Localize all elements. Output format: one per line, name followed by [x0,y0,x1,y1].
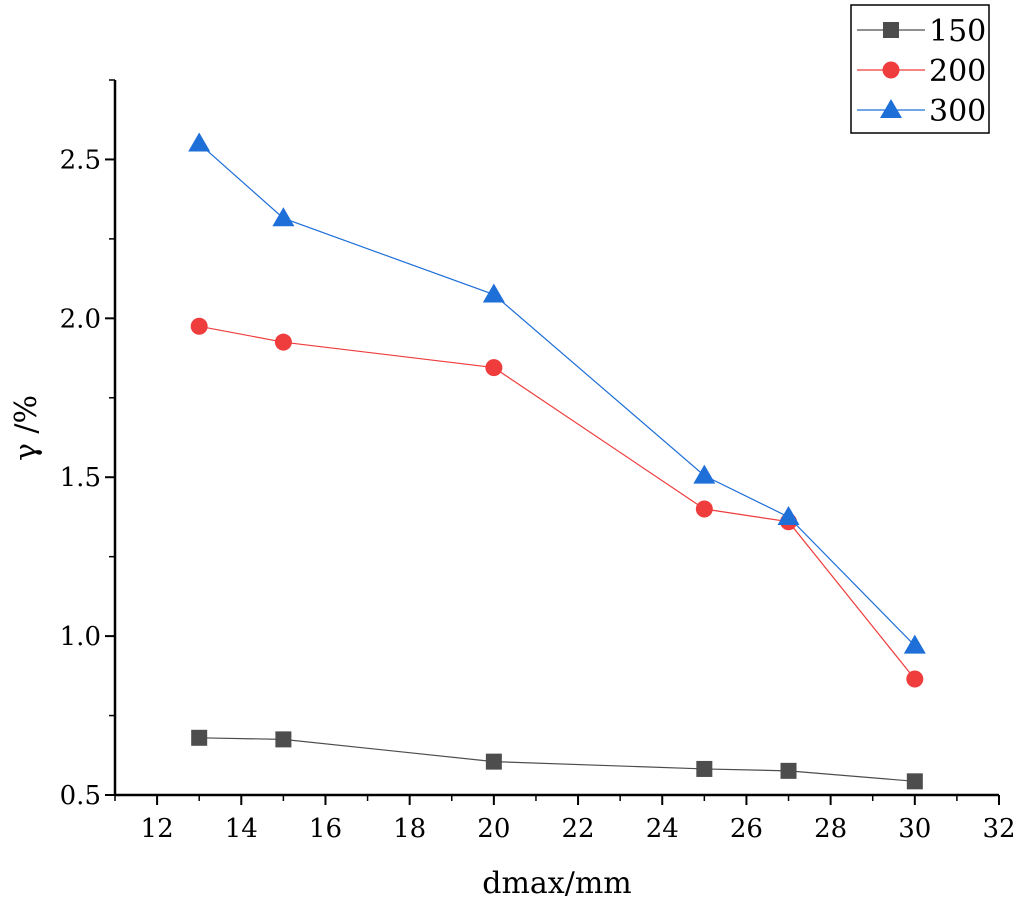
x-tick-label: 30 [898,814,931,844]
data-point-200 [274,333,292,351]
legend-item-200: 200 [857,54,986,89]
y-tick-label: 1.5 [60,463,101,493]
legend-label: 150 [929,14,986,49]
data-point-150 [275,731,292,748]
data-point-200 [190,317,208,335]
legend-marker [883,22,899,38]
x-tick-label: 26 [730,814,763,844]
y-tick-label: 1.0 [60,622,101,652]
data-point-200 [695,500,713,518]
legend-box [850,4,990,134]
legend-label: 300 [929,94,986,129]
series-300 [188,132,926,654]
series-150 [191,729,923,790]
data-point-150 [906,773,923,790]
legend-item-150: 150 [857,14,986,49]
data-point-300 [777,505,800,525]
y-tick-label: 2.0 [60,304,101,334]
x-tick-label: 12 [141,814,174,844]
x-tick-label: 32 [982,814,1015,844]
data-point-150 [780,762,797,779]
legend-marker [880,99,902,118]
data-point-300 [272,207,295,227]
x-tick-label: 18 [393,814,426,844]
axes [113,80,999,797]
data-point-150 [191,729,208,746]
data-point-300 [903,634,926,654]
ticks: 12 14 16 18 20 22 24 26 28 30 32 0.5 1.0 1.5 2.0 2.5 [60,79,1016,844]
data-point-300 [188,132,211,152]
series-line-200 [199,325,916,680]
legend-label: 200 [929,54,986,89]
series-line-150 [199,737,915,782]
series-200 [190,317,924,688]
y-tick-label: 2.5 [60,145,101,175]
x-tick-label: 22 [562,814,595,844]
x-axis-title: dmax/mm [482,866,631,901]
x-tick-label: 24 [646,814,679,844]
y-axis-title: γ /% [9,395,44,461]
x-tick-label: 16 [309,814,342,844]
x-tick-label: 28 [814,814,847,844]
x-tick-label: 14 [225,814,258,844]
legend: 150 200 300 [850,4,990,134]
y-tick-label: 0.5 [60,781,101,811]
data-point-300 [482,283,505,303]
data-point-150 [485,753,502,770]
data-point-300 [693,464,716,484]
legend-marker [882,61,900,79]
data-point-200 [485,359,503,377]
x-tick-label: 20 [477,814,510,844]
series-line-300 [198,143,916,647]
series-layer [188,132,926,790]
data-point-150 [696,760,713,777]
legend-item-300: 300 [857,94,986,129]
data-point-200 [906,670,924,688]
